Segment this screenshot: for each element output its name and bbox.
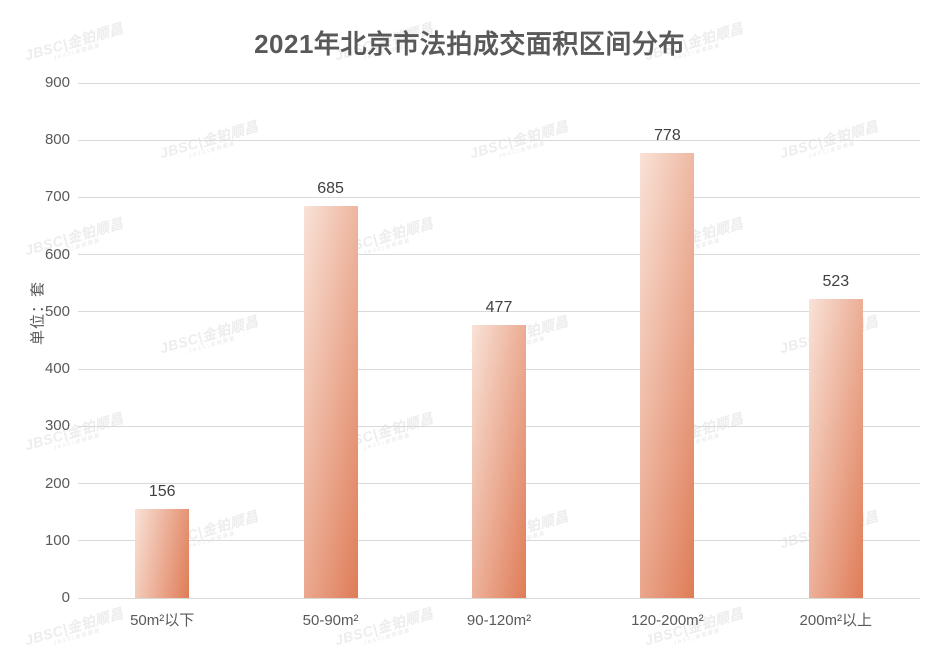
- watermark-subtext: JBSC|金铂顺昌: [188, 335, 237, 355]
- x-category-label: 90-120m²: [466, 612, 532, 629]
- x-category-label: 200m²以上: [799, 612, 873, 629]
- watermark-subtext: JBSC|金铂顺昌: [498, 140, 547, 160]
- chart-title: 2021年北京市法拍成交面积区间分布: [254, 29, 685, 59]
- x-category-label: 120-200m²: [631, 612, 704, 629]
- bar-value-label: 156: [148, 482, 176, 500]
- watermark-subtext: JBSC|金铂顺昌: [188, 140, 237, 160]
- bar-200m²以上: [808, 298, 863, 598]
- y-tick-label-600: 600: [44, 245, 70, 263]
- y-tick-label-700: 700: [44, 188, 70, 206]
- y-tick-label-500: 500: [44, 302, 70, 320]
- bar-90-120m²: [472, 325, 526, 598]
- bar-value-label: 477: [485, 299, 513, 317]
- y-tick-label-0: 0: [61, 589, 70, 606]
- bar-50m²以下: [135, 508, 190, 598]
- bar-50-90m²: [303, 206, 358, 598]
- y-tick-label-100: 100: [44, 531, 70, 549]
- gridline-y-600: [78, 254, 920, 256]
- gridline-y-900: [78, 82, 920, 84]
- x-category-label: 50m²以下: [130, 612, 195, 629]
- y-tick-label-300: 300: [44, 417, 70, 435]
- gridline-y-500: [78, 311, 920, 313]
- y-tick-label-400: 400: [44, 360, 70, 378]
- gridline-y-700: [78, 196, 920, 198]
- bar-value-label: 685: [317, 180, 344, 198]
- y-tick-label-900: 900: [44, 74, 70, 91]
- gridline-y-800: [78, 139, 920, 141]
- y-tick-label-200: 200: [44, 474, 70, 492]
- bar-120-200m²: [640, 152, 695, 598]
- watermark-subtext: JBSC|金铂顺昌: [808, 140, 857, 160]
- bar-value-label: 523: [822, 272, 850, 290]
- watermark-text: JBSC|金铂顺昌: [157, 312, 261, 356]
- x-category-label: 50-90m²: [302, 612, 359, 629]
- gridline-y-0: [78, 597, 920, 599]
- bar-value-label: 778: [654, 126, 681, 144]
- y-tick-label-800: 800: [44, 131, 70, 149]
